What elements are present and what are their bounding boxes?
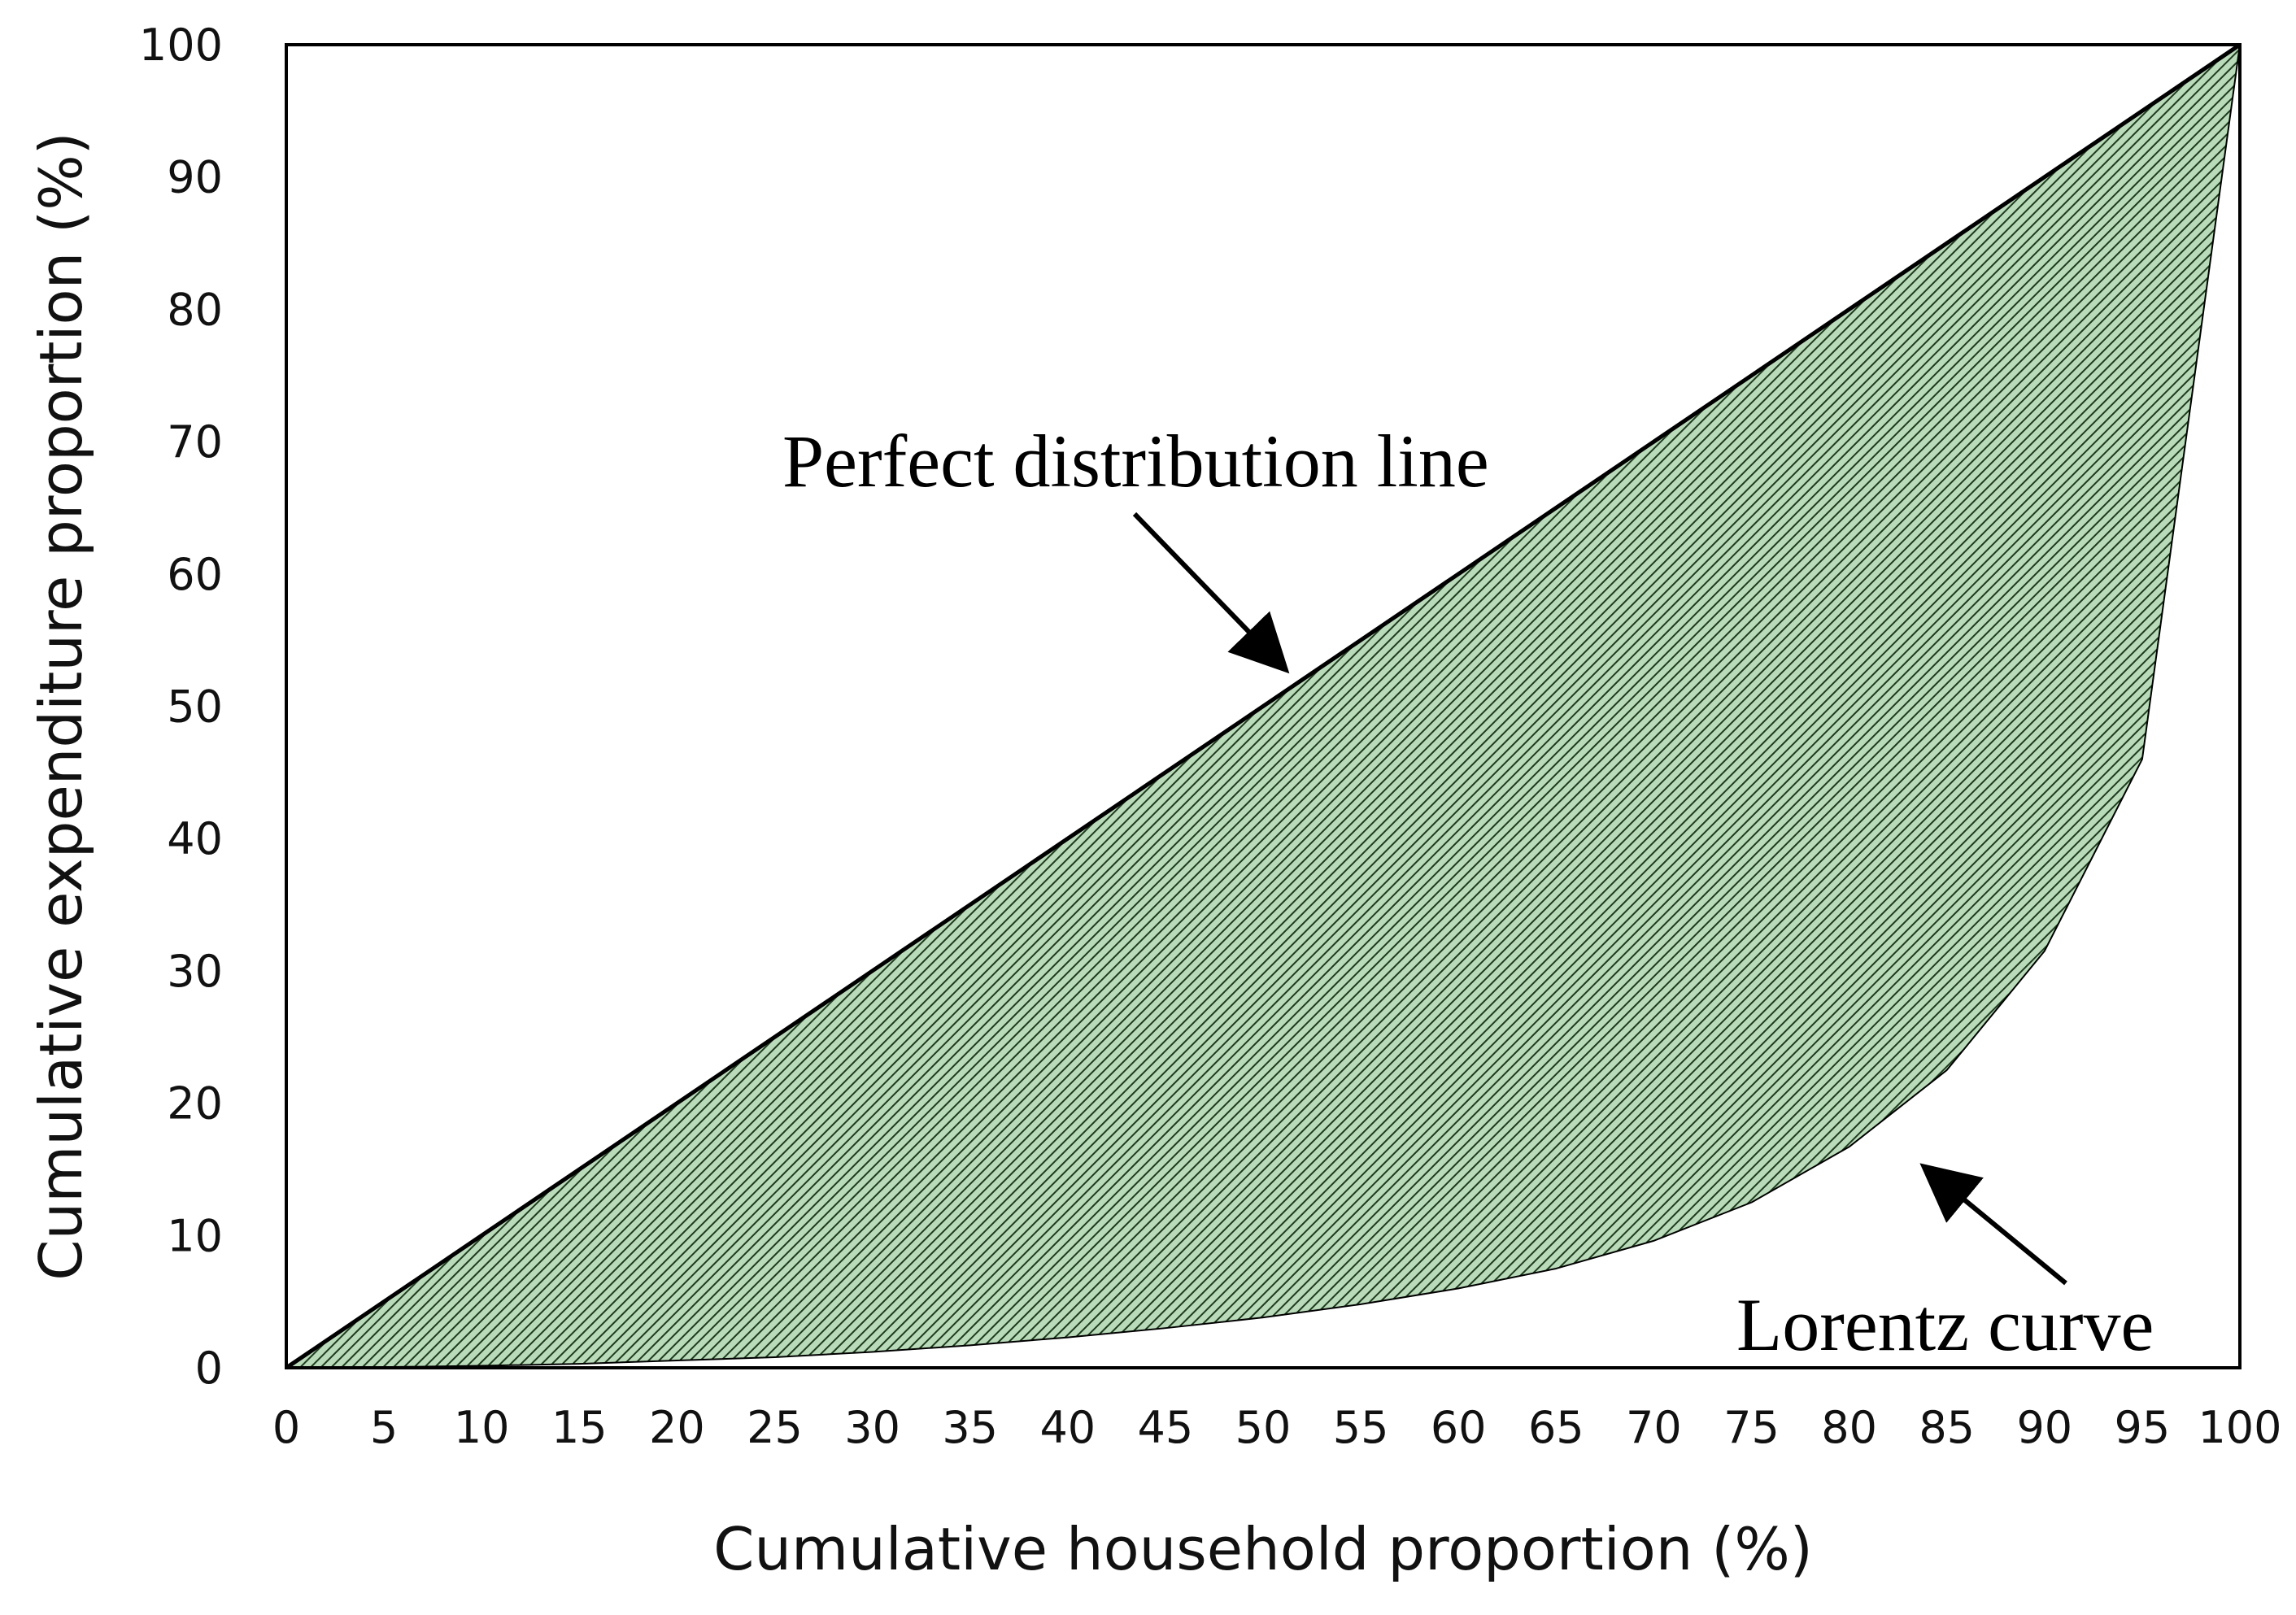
x-tick-label: 75 [1723, 1402, 1780, 1453]
x-tick-label: 0 [272, 1402, 300, 1453]
x-tick-label: 60 [1431, 1402, 1487, 1453]
lorenz-curve-label: Lorentz curve [1736, 1283, 2154, 1366]
y-tick-label: 90 [167, 152, 223, 203]
y-tick-label: 40 [167, 813, 223, 864]
y-tick-label: 60 [167, 549, 223, 600]
y-tick-label: 20 [167, 1078, 223, 1130]
x-tick-label: 90 [2016, 1402, 2072, 1453]
y-tick-label: 0 [195, 1343, 223, 1394]
x-tick-label: 65 [1528, 1402, 1584, 1453]
x-tick-label: 80 [1821, 1402, 1877, 1453]
x-tick-label: 30 [844, 1402, 900, 1453]
y-tick-label: 30 [167, 946, 223, 997]
x-tick-label: 85 [1919, 1402, 1975, 1453]
x-tick-label: 70 [1626, 1402, 1682, 1453]
x-tick-label: 100 [2198, 1402, 2281, 1453]
plot-frame [285, 43, 2242, 1369]
x-tick-label: 20 [649, 1402, 705, 1453]
x-tick-label: 45 [1138, 1402, 1194, 1453]
y-tick-labels: 0 10 20 30 40 50 60 70 80 90 100 [139, 20, 223, 1394]
y-tick-label: 50 [167, 681, 223, 733]
perfect-distribution-label: Perfect distribution line [782, 420, 1489, 503]
x-tick-label: 10 [454, 1402, 510, 1453]
x-tick-labels: 0 5 10 15 20 25 30 35 40 45 50 55 60 65 70 75 80 85 90 95 10… [272, 1402, 2282, 1453]
y-tick-label: 70 [167, 416, 223, 468]
lorenz-curve-arrow [1919, 1163, 2067, 1286]
lorenz-curve-line [285, 44, 2241, 1369]
y-tick-label: 10 [167, 1210, 223, 1261]
y-tick-label: 80 [167, 284, 223, 335]
perfect-distribution-arrow [1132, 511, 1290, 674]
x-tick-label: 40 [1039, 1402, 1096, 1453]
y-tick-label: 100 [139, 20, 223, 71]
x-tick-label: 35 [942, 1402, 998, 1453]
x-tick-label: 25 [747, 1402, 803, 1453]
x-tick-label: 95 [2115, 1402, 2171, 1453]
x-tick-label: 55 [1333, 1402, 1389, 1453]
x-axis-title: Cumulative household proportion (%) [713, 1515, 1813, 1583]
annotation-layer: Perfect distribution line Lorentz curve [782, 420, 2154, 1366]
x-tick-label: 50 [1235, 1402, 1292, 1453]
x-tick-label: 5 [370, 1402, 398, 1453]
x-tick-label: 15 [551, 1402, 608, 1453]
y-axis-title: Cumulative expenditure proportion (%) [27, 132, 95, 1280]
perfect-distribution-line [285, 42, 2242, 1370]
series-layer [285, 42, 2242, 1370]
